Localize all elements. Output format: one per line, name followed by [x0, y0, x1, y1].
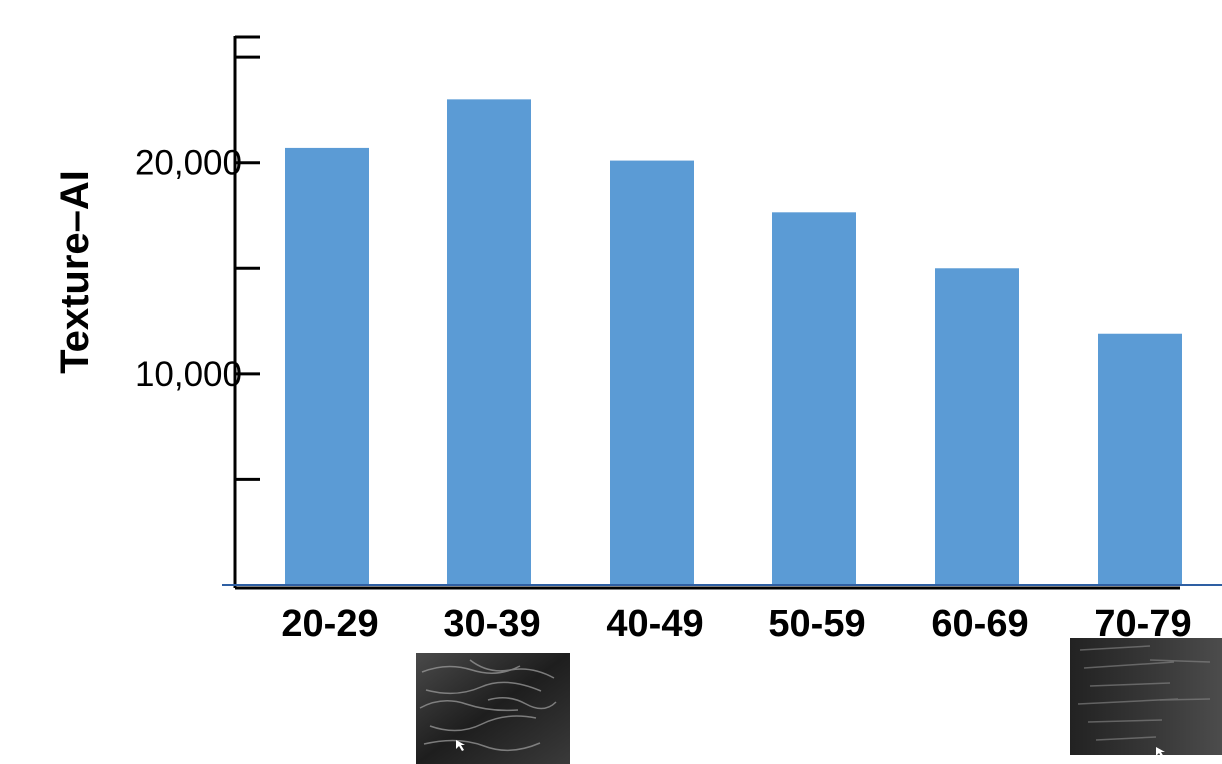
bar-70-79 [1098, 333, 1182, 585]
x-tick-labels: 20-29 30-39 40-49 50-59 60-69 70-79 [281, 603, 1191, 645]
x-tick-label-50-59: 50-59 [768, 603, 865, 645]
bars-layer [285, 99, 1182, 586]
bar-40-49 [610, 160, 694, 586]
y-ticks [235, 55, 260, 481]
x-tick-label-60-69: 60-69 [931, 603, 1028, 645]
bar-50-59 [772, 212, 856, 585]
x-tick-label-40-49: 40-49 [606, 603, 703, 645]
y-tick-labels: 10,000 20,000 [135, 144, 242, 394]
y-axis-label: Texture–AI [53, 170, 97, 374]
x-tick-label-30-39: 30-39 [443, 603, 540, 645]
y-tick-label-20000: 20,000 [135, 144, 242, 183]
ultrasound-thumbnail-young [416, 653, 570, 764]
bar-30-39 [447, 99, 531, 585]
x-tick-label-20-29: 20-29 [281, 603, 378, 645]
bar-20-29 [285, 147, 369, 585]
ultrasound-thumbnail-old [1070, 638, 1222, 758]
bar-60-69 [935, 268, 1019, 585]
y-tick-label-10000: 10,000 [135, 355, 242, 394]
